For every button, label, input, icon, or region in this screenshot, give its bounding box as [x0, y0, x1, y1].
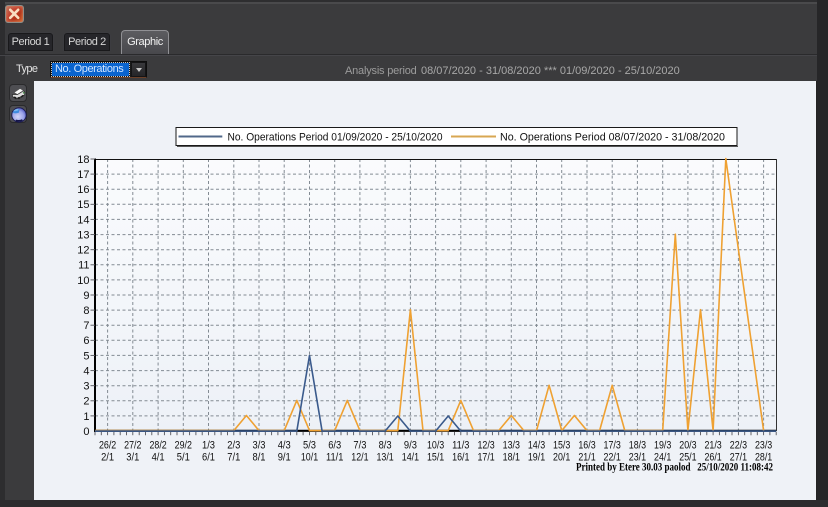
svg-text:15/3: 15/3 — [553, 440, 570, 452]
svg-text:28/1: 28/1 — [755, 452, 772, 464]
svg-text:12/3: 12/3 — [477, 440, 494, 452]
svg-text:21/3: 21/3 — [704, 440, 721, 452]
svg-text:No. Operations Period 08/07/20: No. Operations Period 08/07/2020 - 31/08… — [500, 131, 725, 143]
svg-text:6/1: 6/1 — [202, 452, 215, 464]
svg-text:2/3: 2/3 — [227, 440, 240, 452]
svg-text:16/1: 16/1 — [452, 452, 469, 464]
svg-text:23/1: 23/1 — [629, 452, 646, 464]
svg-text:1: 1 — [83, 411, 89, 423]
svg-text:15: 15 — [77, 199, 89, 211]
svg-text:9: 9 — [83, 290, 89, 302]
svg-text:6: 6 — [83, 335, 89, 347]
svg-text:4/3: 4/3 — [278, 440, 291, 452]
svg-text:7: 7 — [83, 320, 89, 332]
svg-text:11: 11 — [78, 260, 89, 272]
svg-text:8/1: 8/1 — [253, 452, 266, 464]
svg-text:17/3: 17/3 — [604, 440, 621, 452]
svg-text:4/1: 4/1 — [152, 452, 165, 464]
svg-text:17: 17 — [77, 169, 89, 181]
svg-text:5/1: 5/1 — [177, 452, 190, 464]
svg-text:20/3: 20/3 — [679, 440, 696, 452]
svg-text:12/1: 12/1 — [351, 452, 368, 464]
svg-text:8: 8 — [83, 305, 89, 317]
svg-text:2/1: 2/1 — [101, 452, 114, 464]
svg-text:10: 10 — [77, 275, 89, 287]
svg-text:22/1: 22/1 — [604, 452, 621, 464]
svg-text:18: 18 — [77, 154, 89, 166]
svg-text:Printed by Etere 30.03 paolod: Printed by Etere 30.03 paolod 25/10/2020… — [576, 461, 773, 473]
svg-text:7/3: 7/3 — [353, 440, 366, 452]
svg-text:18/3: 18/3 — [629, 440, 646, 452]
svg-text:0: 0 — [83, 426, 89, 438]
svg-text:5: 5 — [83, 350, 89, 362]
svg-text:16/3: 16/3 — [578, 440, 595, 452]
svg-text:25/1: 25/1 — [679, 452, 696, 464]
svg-text:19/1: 19/1 — [528, 452, 545, 464]
svg-text:28/2: 28/2 — [149, 440, 166, 452]
svg-text:15/1: 15/1 — [427, 452, 444, 464]
svg-text:13: 13 — [77, 230, 89, 242]
svg-text:No. Operations Period 01/09/20: No. Operations Period 01/09/2020 - 25/10… — [228, 131, 443, 143]
svg-text:11/1: 11/1 — [326, 452, 343, 464]
svg-text:2: 2 — [83, 396, 89, 408]
svg-text:11/3: 11/3 — [452, 440, 469, 452]
svg-text:27/2: 27/2 — [124, 440, 141, 452]
svg-text:23/3: 23/3 — [755, 440, 772, 452]
svg-text:1/3: 1/3 — [202, 440, 215, 452]
svg-text:13/1: 13/1 — [376, 452, 393, 464]
svg-text:20/1: 20/1 — [553, 452, 570, 464]
svg-text:3: 3 — [83, 381, 89, 393]
svg-text:21/1: 21/1 — [578, 452, 595, 464]
svg-text:12: 12 — [77, 245, 89, 257]
svg-text:3/3: 3/3 — [253, 440, 266, 452]
svg-text:10/1: 10/1 — [301, 452, 318, 464]
svg-text:22/3: 22/3 — [730, 440, 747, 452]
svg-text:6/3: 6/3 — [328, 440, 341, 452]
svg-text:24/1: 24/1 — [654, 452, 671, 464]
svg-text:9/1: 9/1 — [278, 452, 291, 464]
svg-text:4: 4 — [83, 366, 89, 378]
svg-text:27/1: 27/1 — [730, 452, 747, 464]
svg-text:14/3: 14/3 — [528, 440, 545, 452]
svg-text:7/1: 7/1 — [227, 452, 240, 464]
svg-text:17/1: 17/1 — [477, 452, 494, 464]
svg-text:13/3: 13/3 — [503, 440, 520, 452]
svg-text:18/1: 18/1 — [503, 452, 520, 464]
svg-text:26/2: 26/2 — [99, 440, 116, 452]
svg-text:14/1: 14/1 — [402, 452, 419, 464]
svg-text:3/1: 3/1 — [126, 452, 139, 464]
svg-text:10/3: 10/3 — [427, 440, 444, 452]
svg-text:19/3: 19/3 — [654, 440, 671, 452]
svg-text:26/1: 26/1 — [704, 452, 721, 464]
svg-text:16: 16 — [77, 184, 89, 196]
svg-text:14: 14 — [77, 214, 89, 226]
svg-text:9/3: 9/3 — [404, 440, 417, 452]
svg-text:29/2: 29/2 — [175, 440, 192, 452]
svg-text:8/3: 8/3 — [379, 440, 392, 452]
svg-text:5/3: 5/3 — [303, 440, 316, 452]
